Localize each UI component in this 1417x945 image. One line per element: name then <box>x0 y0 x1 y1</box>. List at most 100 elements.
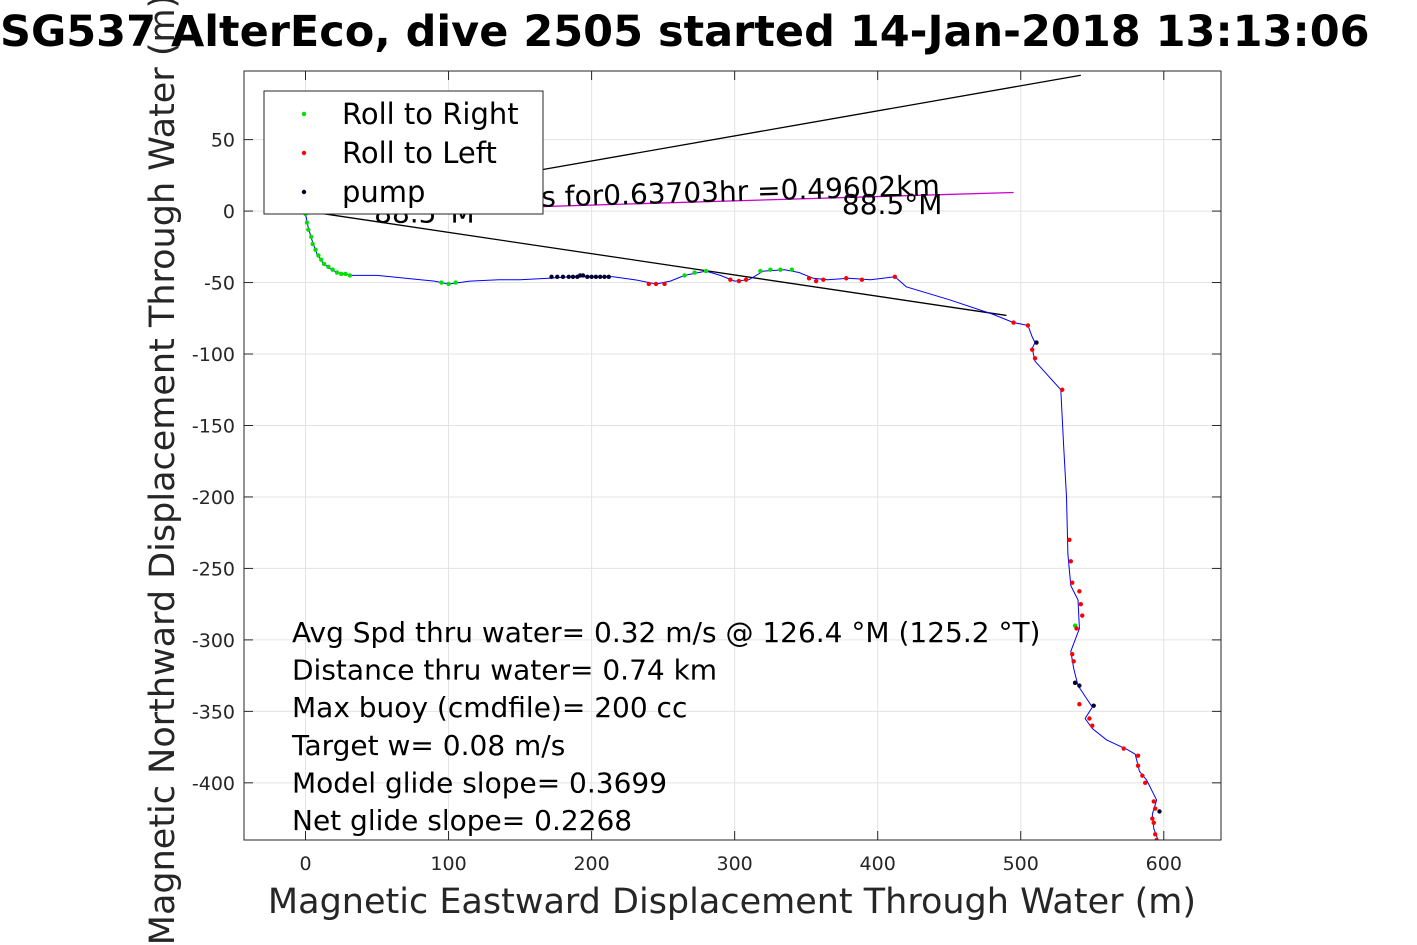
x-axis-label: Magnetic Eastward Displacement Through W… <box>268 882 1196 922</box>
x-tick-label: 400 <box>860 853 896 875</box>
legend: Roll to Right Roll to Left pump <box>263 90 544 215</box>
pump-point <box>570 274 576 280</box>
roll-left-point <box>1070 580 1075 585</box>
roll-right-point <box>309 234 314 240</box>
roll-left-point <box>1070 651 1075 657</box>
y-tick-label: -150 <box>192 415 235 437</box>
legend-marker <box>301 189 307 195</box>
stats-block: Avg Spd thru water= 0.32 m/s @ 126.4 °M … <box>291 616 1040 837</box>
roll-left-point <box>813 278 819 284</box>
roll-right-point <box>330 267 335 272</box>
pump-point <box>1077 683 1082 688</box>
roll-right-point <box>692 270 697 275</box>
stat-line: Avg Spd thru water= 0.32 m/s @ 126.4 °M … <box>292 616 1040 649</box>
roll-left-point <box>806 276 812 281</box>
stat-line: Distance thru water= 0.74 km <box>292 654 717 687</box>
roll-right-point <box>347 273 353 278</box>
roll-left-point <box>1142 780 1148 786</box>
pump-point <box>602 274 607 280</box>
roll-left-point <box>1135 763 1141 768</box>
pump-point <box>1091 703 1096 708</box>
pump-point <box>1157 809 1162 814</box>
roll-left-point <box>1025 323 1031 328</box>
x-tick-label: 0 <box>299 853 311 875</box>
roll-left-point <box>1152 832 1158 837</box>
stat-line: Model glide slope= 0.3699 <box>292 766 667 799</box>
roll-left-point <box>736 278 742 284</box>
y-tick-label: 0 <box>223 201 235 223</box>
roll-left-point <box>1080 613 1085 618</box>
roll-right-point <box>321 261 327 267</box>
roll-left-point <box>1011 320 1016 325</box>
pump-point <box>566 274 571 280</box>
plot-frame <box>243 70 1222 841</box>
roll-right-point <box>339 271 344 277</box>
y-tick-label: -50 <box>204 273 235 295</box>
roll-right-point <box>316 253 321 258</box>
roll-right-point <box>768 267 773 272</box>
roll-left-point <box>1154 837 1159 840</box>
y-tick-label: -300 <box>192 630 235 652</box>
y-tick-label: -400 <box>192 773 235 795</box>
roll-left-point <box>1150 816 1155 821</box>
legend-label: pump <box>342 175 425 209</box>
roll-left-point <box>1068 559 1074 564</box>
roll-left-point <box>646 281 652 287</box>
roll-left-point <box>728 277 733 282</box>
tick-layer: 0 100 200 300 400 500 600500-50-100-150-200-25… <box>192 71 1221 875</box>
stat-line: Target w= 0.08 m/s <box>291 729 565 762</box>
y-tick-label: -250 <box>192 558 235 580</box>
roll-left-point <box>1077 589 1082 594</box>
roll-right-point <box>326 264 331 270</box>
pump-point <box>555 274 560 280</box>
y-tick-label: -350 <box>192 701 235 723</box>
roll-right-point <box>789 267 795 272</box>
roll-left-point <box>844 276 849 281</box>
roll-left-point <box>859 277 865 282</box>
roll-left-point <box>1060 387 1065 392</box>
chart-title: SG537 AlterEco, dive 2505 started 14-Jan… <box>0 7 1370 57</box>
y-tick-label: -200 <box>192 487 235 509</box>
legend-label: Roll to Left <box>342 136 497 170</box>
pump-point <box>597 274 603 280</box>
roll-left-point <box>1029 347 1035 352</box>
roll-left-point <box>1140 773 1145 778</box>
roll-right-point <box>319 257 324 262</box>
annotation-heading: 88.5°M <box>842 188 943 221</box>
roll-left-point <box>1067 537 1072 543</box>
roll-left-point <box>662 281 667 287</box>
roll-left-point <box>1151 799 1156 804</box>
roll-right-point <box>703 268 709 274</box>
legend-marker <box>301 111 307 117</box>
pump-point <box>593 274 599 280</box>
roll-right-point <box>778 267 783 272</box>
x-tick-label: 600 <box>1146 853 1182 875</box>
roll-right-point <box>682 273 687 278</box>
y-axis-label: Magnetic Northward Displacement Through … <box>143 0 183 945</box>
legend-box <box>263 90 544 215</box>
x-tick-label: 300 <box>717 853 753 875</box>
stat-line: Net glide slope= 0.2268 <box>292 804 632 837</box>
heading-line <box>534 191 1014 208</box>
pump-point <box>606 274 611 280</box>
roll-left-point <box>653 281 659 287</box>
pump-point <box>560 274 566 280</box>
pump-point <box>580 273 586 278</box>
pump-point <box>589 274 594 280</box>
roll-left-point <box>1078 601 1084 607</box>
roll-left-point <box>1151 820 1156 826</box>
roll-left-point <box>821 277 826 282</box>
roll-right-point <box>439 280 444 285</box>
roll-right-point <box>453 280 458 285</box>
x-tick-label: 200 <box>573 853 609 875</box>
roll-left-point <box>743 277 749 282</box>
pump-point <box>585 274 590 280</box>
roll-left-point <box>1152 806 1158 811</box>
x-tick-label: 100 <box>430 853 466 875</box>
heading-line <box>305 210 1007 317</box>
roll-right-point <box>334 270 340 275</box>
roll-left-point <box>1135 753 1141 758</box>
stat-line: Max buoy (cmdfile)= 200 cc <box>292 691 687 724</box>
pump-point <box>549 274 554 280</box>
